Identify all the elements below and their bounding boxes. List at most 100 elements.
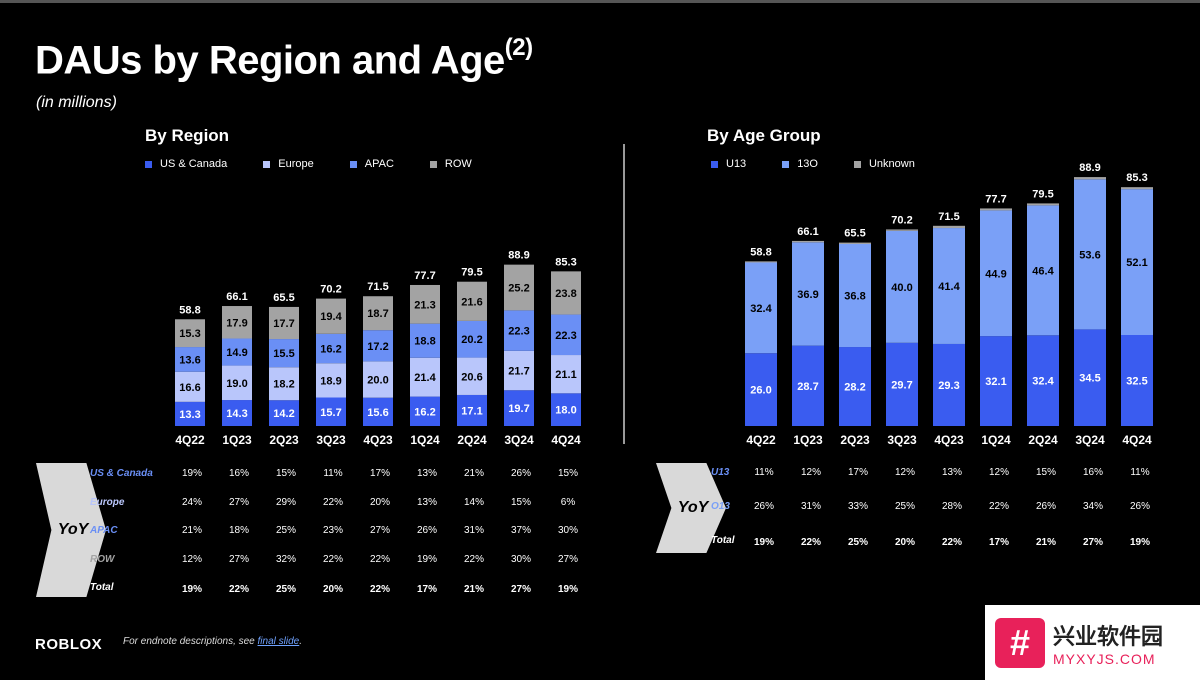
legend-item-row: ROW xyxy=(429,158,472,170)
bar-segment-13o xyxy=(792,242,824,346)
data-label: 19.7 xyxy=(508,403,529,415)
data-label: 32.5 xyxy=(1126,376,1147,388)
yoy-cell: 22% xyxy=(228,584,249,595)
data-label: 18.2 xyxy=(273,379,294,391)
data-label: 13.3 xyxy=(179,409,200,421)
data-label: 32.4 xyxy=(750,303,772,315)
legend-swatch xyxy=(853,160,861,168)
legend-item-unknown: Unknown xyxy=(853,158,915,170)
watermark-en: MYXYJS.COM xyxy=(1053,650,1156,667)
yoy-cell: 31% xyxy=(463,525,484,536)
bar-segment-apac xyxy=(363,330,393,362)
endnote-footnote: For endnote descriptions, see final slid… xyxy=(123,636,303,647)
top-border xyxy=(0,0,1200,3)
legend-item-europe: Europe xyxy=(263,158,314,170)
age-legend: U13 13O Unknown xyxy=(711,158,951,170)
yoy-cell: 22% xyxy=(369,584,390,595)
yoy-cell: 22% xyxy=(369,553,390,565)
final-slide-link[interactable]: final slide xyxy=(257,636,300,647)
data-label: 15.6 xyxy=(367,407,388,419)
data-label: 18.7 xyxy=(367,308,388,320)
category-tick-label: 1Q24 xyxy=(981,433,1011,447)
bar-segment-13o xyxy=(980,210,1012,337)
data-label: 22.3 xyxy=(508,326,529,338)
yoy-cell: 14% xyxy=(463,496,484,508)
bar-segment-u13 xyxy=(745,353,777,426)
bar-segment-row xyxy=(175,319,205,348)
yoy-cell: 21% xyxy=(463,584,484,595)
yoy-cell: 25% xyxy=(275,525,296,536)
total-label: 88.9 xyxy=(508,250,529,262)
yoy-cell: 20% xyxy=(894,537,915,548)
data-label: 18.9 xyxy=(320,375,341,387)
yoy-cell: 16% xyxy=(1082,467,1103,478)
bar-segment-unknown xyxy=(1074,177,1106,180)
yoy-cell: 31% xyxy=(800,501,821,512)
data-label: 36.8 xyxy=(844,291,865,303)
bar-segment-13o xyxy=(1074,179,1106,330)
total-label: 70.2 xyxy=(891,214,912,226)
yoy-cell: 20% xyxy=(369,496,390,508)
total-label: 70.2 xyxy=(320,284,341,296)
total-label: 71.5 xyxy=(938,211,959,223)
data-label: 44.9 xyxy=(985,268,1006,280)
legend-label: Unknown xyxy=(868,158,915,170)
data-label: 28.2 xyxy=(844,382,865,394)
data-label: 21.6 xyxy=(461,296,482,308)
yoy-cell: 21% xyxy=(181,525,202,536)
bar-segment-apac xyxy=(551,314,581,356)
yoy-cell: 12% xyxy=(800,467,821,478)
data-label: 17.2 xyxy=(367,341,388,353)
bar-segment-u13 xyxy=(839,347,871,426)
yoy-cell: 25% xyxy=(894,501,915,512)
data-label: 21.7 xyxy=(508,366,529,378)
data-label: 29.3 xyxy=(938,380,959,392)
watermark: # 兴业软件园 MYXYJS.COM xyxy=(985,605,1200,680)
yoy-cell: 22% xyxy=(322,496,343,508)
data-label: 28.7 xyxy=(797,381,818,393)
yoy-cell: 26% xyxy=(510,468,531,479)
bar-segment-unknown xyxy=(1121,187,1153,190)
bar-segment-europe xyxy=(551,355,581,394)
yoy-cell: 12% xyxy=(988,467,1009,478)
total-label: 66.1 xyxy=(797,226,818,238)
yoy-row-label: Total xyxy=(711,535,735,546)
total-label: 79.5 xyxy=(461,267,482,279)
bar-segment-u13 xyxy=(1074,329,1106,426)
yoy-row-label: ROW xyxy=(90,553,115,565)
yoy-cell: 21% xyxy=(1035,537,1056,548)
yoy-cell: 13% xyxy=(416,496,437,508)
page-title: DAUs by Region and Age(2) xyxy=(35,34,533,83)
yoy-cell: 22% xyxy=(800,537,821,548)
category-tick-label: 3Q24 xyxy=(1075,433,1105,447)
yoy-cell: 26% xyxy=(753,501,774,512)
yoy-cell: 22% xyxy=(988,501,1009,512)
data-label: 22.3 xyxy=(555,330,576,342)
bar-segment-europe xyxy=(363,361,393,398)
yoy-cell: 27% xyxy=(1082,537,1103,548)
data-label: 18.8 xyxy=(414,336,435,348)
bar-segment-u13 xyxy=(792,345,824,426)
bar-segment-apac xyxy=(457,320,487,358)
data-label: 23.8 xyxy=(555,288,576,300)
total-label: 65.5 xyxy=(273,292,294,304)
section-divider xyxy=(623,144,625,444)
legend-item-us-canada: US & Canada xyxy=(145,158,227,170)
category-tick-label: 3Q23 xyxy=(316,433,346,447)
legend-label: Europe xyxy=(278,158,314,170)
data-label: 17.7 xyxy=(273,318,294,330)
bar-segment-us-canada xyxy=(363,397,393,426)
yoy-cell: 15% xyxy=(275,468,296,479)
yoy-cell: 19% xyxy=(181,584,202,595)
yoy-cell: 23% xyxy=(322,525,343,536)
data-label: 21.3 xyxy=(414,299,435,311)
bar-segment-u13 xyxy=(1027,335,1059,426)
watermark-hash-icon: # xyxy=(995,617,1045,668)
bar-segment-apac xyxy=(222,338,252,366)
data-label: 15.5 xyxy=(273,348,294,360)
yoy-cell: 20% xyxy=(322,584,343,595)
bar-segment-europe xyxy=(175,371,205,402)
data-label: 14.9 xyxy=(226,347,247,359)
yoy-cell: 27% xyxy=(369,525,390,536)
total-label: 77.7 xyxy=(414,270,435,282)
